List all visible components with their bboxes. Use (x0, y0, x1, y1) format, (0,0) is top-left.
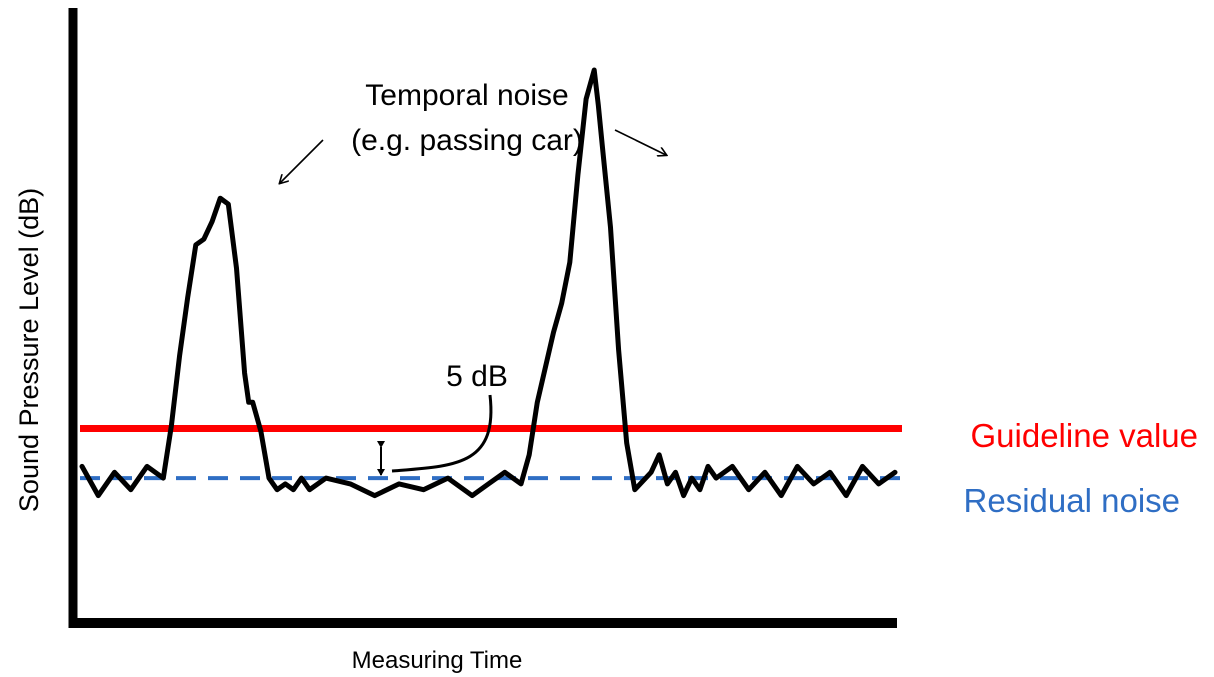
guideline-label: Guideline value (971, 417, 1199, 454)
delta-callout-line (391, 394, 493, 473)
spl-series-line (79, 67, 898, 499)
y-axis-label: Sound Pressure Level (dB) (14, 188, 44, 512)
annotation-temporal-line2: (e.g. passing car) (351, 124, 583, 157)
temporal-arrow-right (614, 129, 666, 155)
x-axis-label: Measuring Time (352, 647, 523, 674)
annotation-delta-label: 5 dB (446, 360, 508, 393)
temporal-arrow-left (280, 139, 324, 183)
residual-noise-label: Residual noise (964, 482, 1180, 519)
annotation-temporal-line1: Temporal noise (365, 79, 568, 112)
